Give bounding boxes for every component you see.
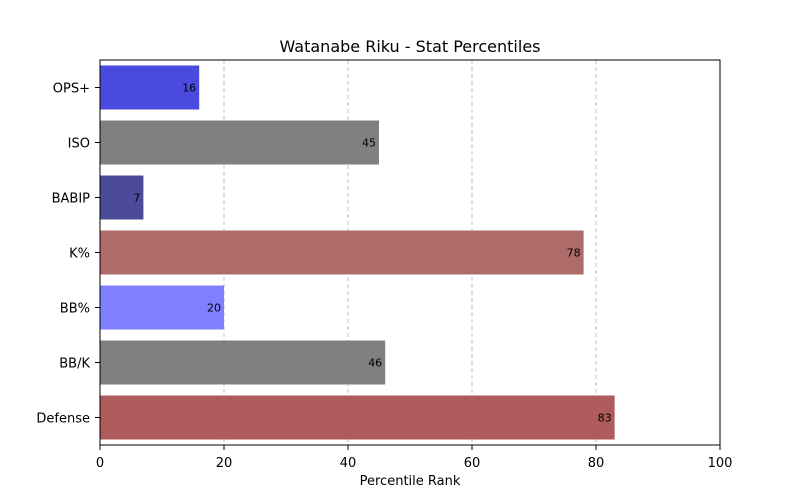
bar bbox=[100, 230, 584, 275]
x-tick-label: 60 bbox=[464, 456, 481, 471]
x-axis-label: Percentile Rank bbox=[360, 474, 461, 489]
bar-value-label: 20 bbox=[207, 302, 221, 315]
bar bbox=[100, 120, 379, 165]
chart-title: Watanabe Riku - Stat Percentiles bbox=[280, 37, 541, 56]
bar bbox=[100, 175, 144, 220]
x-axis: 0 20 40 60 80 100 bbox=[96, 445, 733, 471]
bar-value-label: 16 bbox=[182, 82, 196, 95]
y-tick-label: BB% bbox=[60, 302, 90, 317]
bar-value-label: 83 bbox=[598, 412, 612, 425]
bar bbox=[100, 395, 615, 440]
y-tick-label: ISO bbox=[68, 137, 90, 152]
bar-value-label: 78 bbox=[567, 247, 581, 260]
y-tick-label: BABIP bbox=[52, 192, 91, 207]
x-tick-label: 0 bbox=[96, 456, 104, 471]
bar bbox=[100, 285, 224, 330]
bar bbox=[100, 340, 386, 385]
y-tick-label: Defense bbox=[36, 412, 90, 427]
x-tick-label: 40 bbox=[340, 456, 357, 471]
bars: 16 45 7 78 20 46 83 bbox=[100, 65, 615, 440]
bar bbox=[100, 65, 200, 110]
x-tick-label: 100 bbox=[708, 456, 733, 471]
x-tick-label: 20 bbox=[216, 456, 233, 471]
bar-value-label: 7 bbox=[133, 192, 140, 205]
y-tick-label: K% bbox=[69, 247, 90, 262]
x-tick-label: 80 bbox=[588, 456, 605, 471]
bar-value-label: 45 bbox=[362, 137, 376, 150]
y-axis: OPS+ ISO BABIP K% BB% BB/K Defense bbox=[36, 82, 100, 427]
bar-value-label: 46 bbox=[368, 357, 382, 370]
y-tick-label: BB/K bbox=[59, 357, 90, 372]
y-tick-label: OPS+ bbox=[53, 82, 90, 97]
